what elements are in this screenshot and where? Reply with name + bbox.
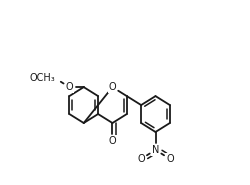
Text: O: O	[137, 154, 145, 164]
Text: O: O	[109, 136, 116, 146]
Text: O: O	[109, 82, 116, 92]
Text: N: N	[152, 145, 159, 155]
Text: O: O	[166, 154, 174, 164]
Text: OCH₃: OCH₃	[29, 73, 55, 83]
Text: O: O	[66, 82, 73, 92]
